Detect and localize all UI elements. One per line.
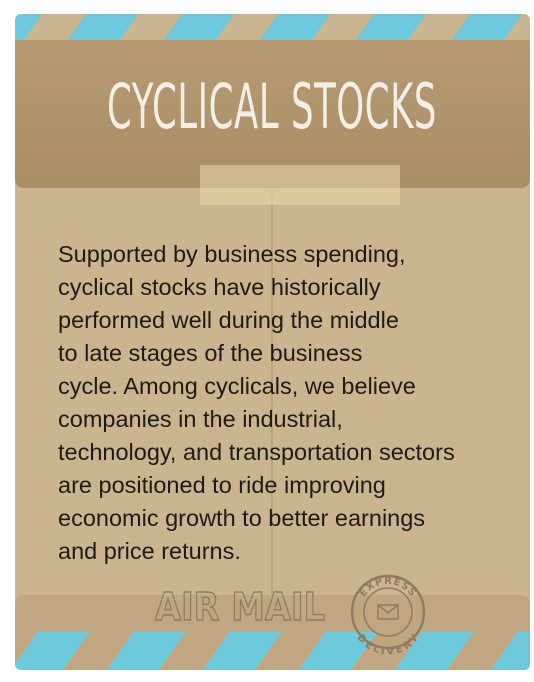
body-line: Supported by business spending,	[58, 241, 406, 267]
body-line: cyclical stocks have historically	[58, 274, 381, 300]
stamp-envelope-flap	[377, 604, 399, 614]
tape	[200, 165, 400, 205]
body-line: economic growth to better earnings	[58, 505, 425, 531]
body-line: cycle. Among cyclicals, we believe	[58, 373, 416, 399]
body-line: are positioned to ride improving	[58, 472, 386, 498]
stamp-inner	[363, 587, 413, 637]
envelope	[15, 14, 530, 670]
bottom-stripes	[15, 632, 530, 670]
title: CYCLICAL STOCKS	[107, 70, 437, 143]
body-line: companies in the industrial,	[58, 406, 343, 432]
body-line: technology, and transportation sectors	[58, 439, 455, 465]
body-line: to late stages of the business	[58, 340, 362, 366]
paragraph: Supported by business spending, cyclical …	[58, 241, 455, 564]
stamp-ring	[350, 574, 426, 650]
body-line: performed well during the middle	[58, 307, 399, 333]
body-line: and price returns.	[58, 538, 241, 564]
air-mail: AIR MAIL	[155, 585, 325, 629]
top-flap	[15, 40, 530, 188]
stamp-envelope-icon	[377, 604, 399, 620]
